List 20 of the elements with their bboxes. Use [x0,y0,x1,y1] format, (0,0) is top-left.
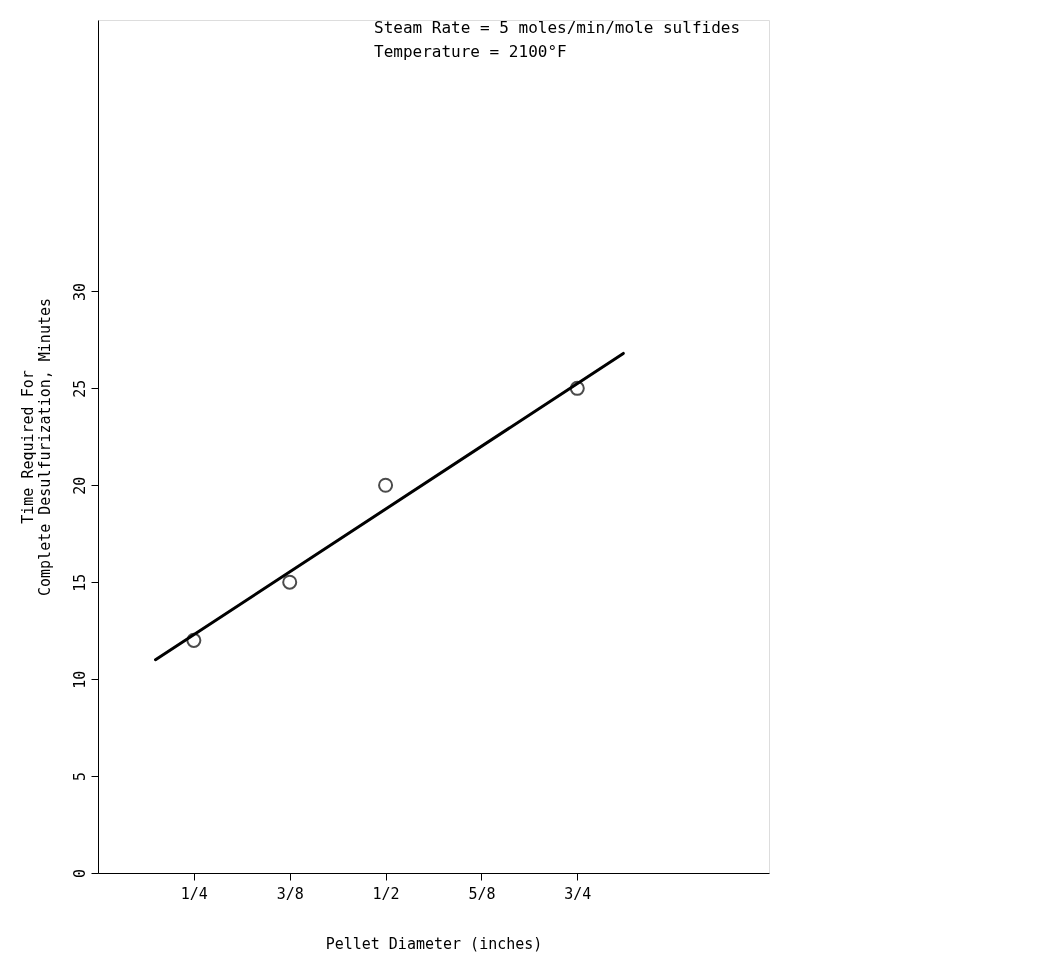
y-axis-title: Time Required For Complete Desulfurization, Minutes [18,297,54,597]
annotation: Temperature = 2100°F [374,42,567,61]
y-tick-label: 5 [70,772,89,782]
point [186,632,202,648]
y-tick-label: 20 [70,476,89,495]
y-tick-label: 0 [70,868,89,879]
x-tick-label: 3/4 [564,884,592,903]
point [378,477,394,493]
point [569,380,585,396]
annotation: Steam Rate = 5 moles/min/mole sulfides [374,18,741,37]
point [282,574,298,590]
x-tick-label: 5/8 [468,884,496,903]
x-axis-title: Pellet Diameter (inches) [325,934,543,953]
y-tick-label: 25 [70,379,89,398]
y-tick-label: 30 [70,282,89,301]
y-tick-label: 10 [70,670,89,689]
x-tick-label: 1/4 [180,884,208,903]
x-tick-label: 1/2 [372,884,400,903]
x-tick-label: 3/8 [276,884,304,903]
y-tick-label: 15 [70,573,89,592]
